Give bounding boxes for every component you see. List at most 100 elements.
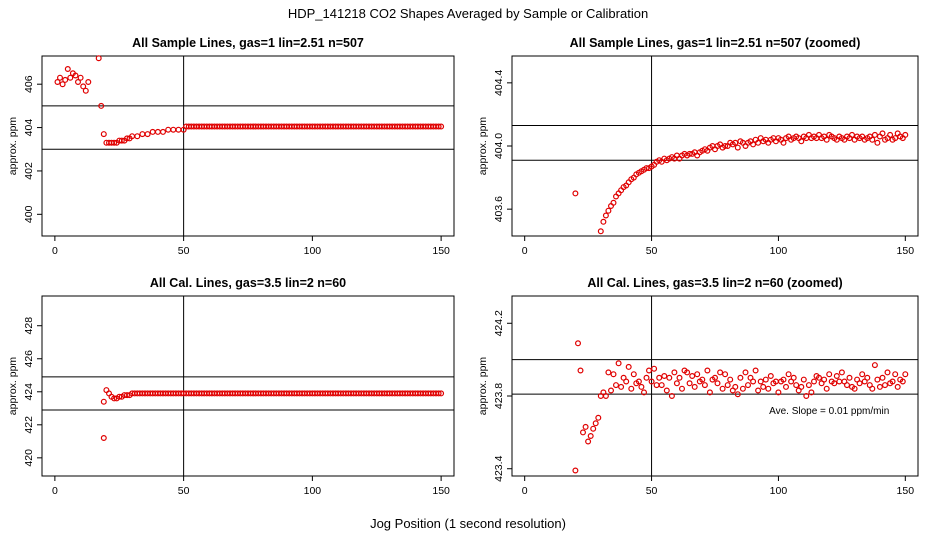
data-point-cal-zoomed-93 [808, 389, 815, 396]
data-point-sample-32 [154, 128, 161, 135]
data-point-sample-zoomed-0 [572, 190, 579, 197]
data-point-cal-zoomed-4 [582, 423, 589, 430]
data-point-sample-12 [85, 78, 92, 85]
data-point-cal-zoomed-55 [711, 374, 718, 381]
data-point-cal-zoomed-38 [668, 393, 675, 400]
annotation-cal-zoomed-0: Ave. Slope = 0.01 ppm/min [769, 406, 889, 417]
data-point-cal-zoomed-127 [894, 383, 901, 390]
x-tick-label-cal-zoomed-1: 50 [646, 485, 658, 497]
figure-xlabel: Jog Position (1 second resolution) [370, 516, 566, 531]
panel-title-sample: All Sample Lines, gas=1 lin=2.51 n=507 [132, 36, 364, 50]
y-tick-label-cal-zoomed-0: 423.4 [493, 455, 505, 481]
data-point-cal-10 [123, 392, 130, 399]
data-point-sample-23 [118, 137, 125, 144]
data-point-cal-zoomed-48 [694, 371, 701, 378]
x-tick-label-cal-3: 150 [432, 485, 450, 497]
data-point-cal-zoomed-44 [684, 369, 691, 376]
data-point-cal-zoomed-39 [671, 369, 678, 376]
data-point-sample-zoomed-50 [722, 143, 729, 150]
data-point-cal-zoomed-74 [760, 383, 767, 390]
data-point-sample-zoomed-36 [686, 150, 693, 157]
data-point-cal-zoomed-63 [732, 383, 739, 390]
data-point-sample-10 [80, 83, 87, 90]
data-point-sample-8 [74, 78, 81, 85]
data-point-cal-zoomed-112 [856, 380, 863, 387]
data-point-cal-zoomed-41 [676, 374, 683, 381]
data-point-sample-28 [134, 133, 141, 140]
data-point-cal-zoomed-98 [821, 376, 828, 383]
data-point-cal-zoomed-33 [656, 374, 663, 381]
y-axis-label-sample-zoomed: approx. ppm [477, 117, 489, 176]
data-point-cal-zoomed-117 [869, 385, 876, 392]
x-tick-label-sample-2: 100 [304, 245, 322, 257]
data-point-cal-zoomed-35 [661, 373, 668, 380]
data-point-cal-zoomed-29 [645, 367, 652, 374]
data-point-cal-zoomed-50 [699, 376, 706, 383]
data-point-sample-137 [438, 123, 445, 130]
data-point-cal-zoomed-12 [602, 393, 609, 400]
data-point-cal-zoomed-83 [782, 383, 789, 390]
panel-title-cal-zoomed: All Cal. Lines, gas=3.5 lin=2 n=60 (zoom… [587, 276, 842, 290]
data-point-cal-zoomed-129 [899, 378, 906, 385]
y-tick-label-sample-zoomed-1: 404.0 [493, 133, 505, 159]
data-point-cal-zoomed-46 [689, 373, 696, 380]
data-point-sample-zoomed-117 [892, 135, 899, 142]
data-point-sample-31 [149, 128, 156, 135]
data-point-cal-zoomed-110 [851, 385, 858, 392]
data-point-cal-zoomed-17 [615, 360, 622, 367]
data-point-cal-zoomed-58 [719, 385, 726, 392]
data-point-cal-zoomed-119 [874, 376, 881, 383]
data-point-cal-zoomed-84 [785, 371, 792, 378]
x-tick-label-sample-0: 0 [52, 245, 58, 257]
data-point-cal-5 [111, 395, 118, 402]
data-point-cal-zoomed-6 [587, 433, 594, 440]
data-point-cal-zoomed-65 [737, 374, 744, 381]
data-point-cal-zoomed-61 [727, 376, 734, 383]
data-point-cal-zoomed-51 [701, 382, 708, 389]
data-point-sample-20 [111, 139, 118, 146]
data-point-cal-zoomed-91 [803, 393, 810, 400]
data-point-cal-zoomed-25 [635, 378, 642, 385]
x-tick-label-sample-zoomed-2: 100 [770, 245, 788, 257]
data-point-cal-zoomed-26 [638, 383, 645, 390]
data-point-cal-zoomed-115 [864, 374, 871, 381]
data-point-cal-zoomed-68 [744, 382, 751, 389]
data-point-cal-zoomed-75 [762, 376, 769, 383]
data-point-sample-zoomed-2 [600, 218, 607, 225]
data-point-cal-zoomed-18 [618, 383, 625, 390]
data-point-cal-zoomed-89 [798, 383, 805, 390]
data-point-cal-zoomed-31 [651, 365, 658, 372]
data-point-cal-zoomed-52 [704, 367, 711, 374]
data-point-sample-zoomed-109 [871, 131, 878, 138]
panel-title-sample-zoomed: All Sample Lines, gas=1 lin=2.51 n=507 (… [570, 36, 861, 50]
data-point-cal-zoomed-118 [871, 362, 878, 369]
data-point-sample-zoomed-80 [798, 138, 805, 145]
y-tick-label-sample-1: 402 [23, 162, 35, 180]
data-point-cal-zoomed-130 [902, 371, 909, 378]
data-point-cal-zoomed-8 [592, 420, 599, 427]
data-point-cal-zoomed-0 [572, 467, 579, 474]
data-point-cal-zoomed-2 [577, 367, 584, 374]
data-point-cal-zoomed-66 [739, 385, 746, 392]
data-point-sample-zoomed-63 [755, 139, 762, 146]
data-point-cal-zoomed-73 [757, 378, 764, 385]
data-point-cal-zoomed-3 [579, 429, 586, 436]
data-point-sample-zoomed-112 [879, 130, 886, 137]
x-tick-label-sample-zoomed-3: 150 [897, 245, 915, 257]
data-point-cal-zoomed-92 [805, 382, 812, 389]
data-point-sample-zoomed-110 [874, 139, 881, 146]
y-tick-label-cal-zoomed-2: 424.2 [493, 310, 505, 336]
data-point-cal-zoomed-36 [663, 387, 670, 394]
data-point-cal-zoomed-1 [574, 340, 581, 347]
data-point-cal-zoomed-7 [590, 425, 597, 432]
data-point-cal-zoomed-22 [628, 385, 635, 392]
data-point-cal-zoomed-40 [673, 380, 680, 387]
data-point-cal-zoomed-103 [833, 373, 840, 380]
data-point-cal-zoomed-42 [678, 385, 685, 392]
data-point-sample-zoomed-100 [848, 131, 855, 138]
data-point-cal-zoomed-15 [610, 371, 617, 378]
data-point-sample-9 [77, 74, 84, 81]
data-point-sample-4 [64, 65, 71, 72]
data-point-cal-zoomed-107 [843, 382, 850, 389]
